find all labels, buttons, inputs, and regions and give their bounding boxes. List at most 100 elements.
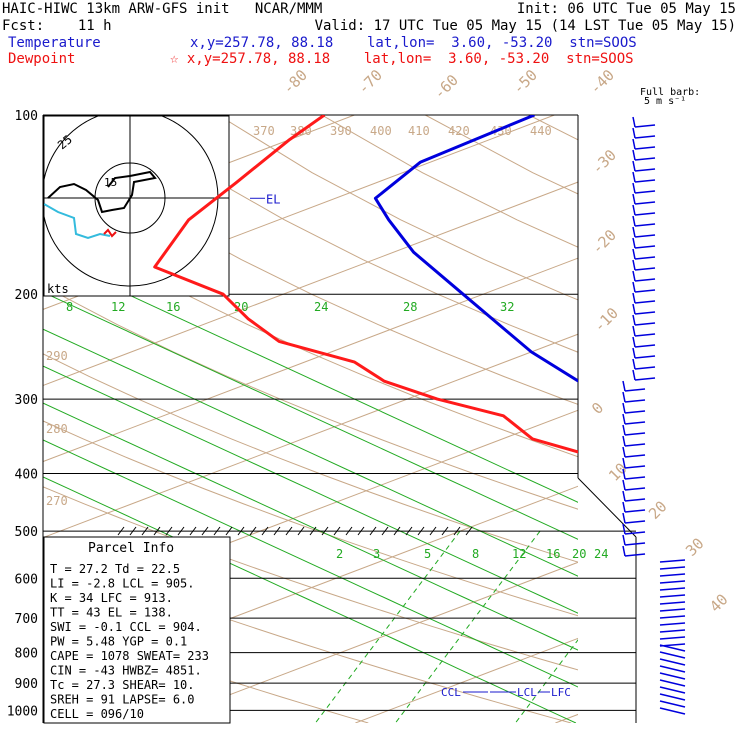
wind-barb (632, 182, 636, 194)
wind-barb (634, 256, 656, 260)
wind-barb (632, 149, 636, 161)
wind-barb (632, 116, 636, 128)
dry-adiabat-line (43, 284, 578, 510)
isotherm-label: 20 (645, 497, 671, 523)
wind-barb (622, 468, 626, 480)
dry-adiabat-line (43, 353, 578, 563)
wind-barb (632, 237, 636, 249)
ccl-label: CCL (441, 686, 461, 699)
moist-adiabat-label: 8 (66, 300, 73, 314)
theta-label: 270 (46, 494, 68, 508)
pressure-label-700: 700 (15, 612, 38, 627)
isotherm-label: -60 (430, 71, 462, 103)
wind-barb (634, 201, 656, 205)
hodograph: 25 15 kts (43, 115, 230, 297)
wind-barb (659, 615, 686, 619)
header-line-1: HAIC-HIWC 13km ARW-GFS init NCAR/MMM (2, 1, 323, 17)
hatch-mark (141, 526, 149, 536)
wind-barb (634, 124, 656, 128)
mixing-ratio-label: 20 (572, 547, 586, 561)
wind-barb (659, 651, 686, 659)
hatch-mark (117, 526, 125, 536)
moist-adiabat-line (43, 402, 578, 651)
dry-adiabat-line (43, 213, 578, 458)
pressure-label-900: 900 (15, 677, 38, 692)
wind-barb (632, 358, 636, 370)
wind-barb (622, 402, 626, 414)
wind-barb (634, 355, 656, 359)
dewpoint-legend-label: Dewpoint (8, 51, 76, 67)
hatch-mark (465, 526, 473, 536)
theta-label: 420 (448, 124, 470, 138)
mixing-ratio-label: 12 (512, 547, 526, 561)
wind-barb (634, 223, 656, 227)
wind-barb (659, 573, 686, 577)
dry-adiabat-line (736, 115, 740, 723)
wind-barb (632, 226, 636, 238)
moist-adiabat-line (43, 476, 577, 723)
parcel-info-row: T = 27.2 Td = 22.5 (50, 562, 180, 576)
wind-barb (634, 366, 656, 370)
lcl-label: LCL (517, 686, 537, 699)
hatch-mark (165, 526, 173, 536)
parcel-info-row: TT = 43 EL = 138. (50, 606, 173, 620)
wind-barb (632, 193, 636, 205)
wind-barb (632, 303, 636, 315)
hatch-mark (429, 526, 437, 536)
moist-adiabat-line (43, 365, 578, 614)
wind-barb (634, 333, 656, 337)
parcel-info-row: CELL = 096/10 (50, 707, 144, 721)
wind-barb (634, 300, 656, 304)
isotherm-label: 30 (682, 534, 708, 560)
isotherm-label: -20 (588, 226, 620, 258)
pressure-label-1000: 1000 (7, 704, 38, 719)
wind-barb (624, 388, 646, 392)
parcel-info-title: Parcel Info (88, 541, 174, 556)
wind-barb (624, 553, 646, 557)
hatch-mark (201, 526, 209, 536)
dry-adiabat-line (321, 115, 578, 248)
hatch-mark (393, 526, 401, 536)
parcel-info-row: K = 34 LFC = 913. (50, 591, 173, 605)
wind-barb (624, 498, 646, 502)
wind-barb (622, 424, 626, 436)
hodograph-units: kts (47, 282, 69, 296)
parcel-info-row: SREH = 91 LAPSE= 6.0 (50, 693, 195, 707)
wind-barb (634, 267, 656, 271)
theta-label: 440 (530, 124, 552, 138)
wind-barb (634, 245, 656, 249)
isotherm-line (43, 181, 578, 387)
hatch-mark (453, 526, 461, 536)
hatch-mark (381, 526, 389, 536)
hatch-mark (297, 526, 305, 536)
mixing-ratio-label: 24 (594, 547, 608, 561)
forecast-hour: Fcst: 11 h (2, 18, 112, 34)
wind-barb (622, 545, 626, 557)
isotherm-line (43, 333, 578, 539)
hatch-mark (345, 526, 353, 536)
wind-barb (659, 566, 686, 570)
el-label: EL (266, 192, 280, 206)
wind-barb (632, 347, 636, 359)
isotherm-label: -80 (279, 66, 311, 98)
wind-barb (659, 601, 686, 605)
isotherm-label: -70 (354, 66, 386, 98)
wind-barb (624, 487, 646, 491)
isotherm-label: -40 (586, 66, 618, 98)
wind-barb (634, 322, 656, 326)
moist-adiabat-label: 28 (403, 300, 417, 314)
wind-barb (659, 665, 686, 673)
wind-barb (632, 292, 636, 304)
hatch-mark (441, 526, 449, 536)
dewpoint-legend-info: ☆ x,y=257.78, 88.18 lat,lon= 3.60, -53.2… (170, 51, 634, 67)
wind-barb (624, 520, 646, 524)
pressure-label-400: 400 (15, 467, 38, 482)
mixing-ratio-line (315, 530, 461, 723)
pressure-label-600: 600 (15, 572, 38, 587)
wind-barb (624, 454, 646, 458)
isotherm-line (43, 115, 555, 310)
wind-barb (634, 377, 656, 381)
wind-barb (632, 270, 636, 282)
wind-barb (634, 234, 656, 238)
wind-barb (624, 421, 646, 425)
